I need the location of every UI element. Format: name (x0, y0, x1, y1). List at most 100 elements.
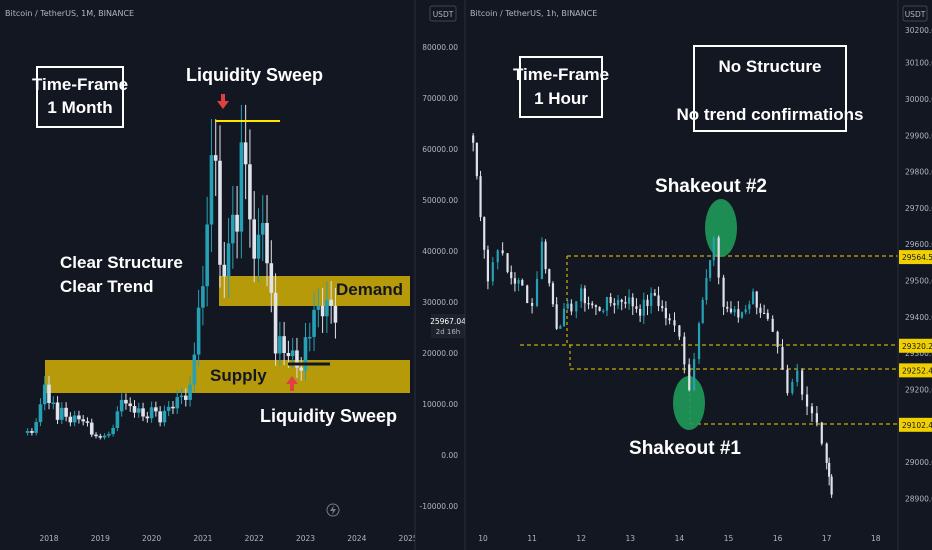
candle (815, 405, 818, 427)
candle (102, 433, 107, 440)
candle (307, 322, 312, 352)
candle (171, 401, 175, 414)
candle (755, 290, 758, 315)
no-structure-line1: No Structure (719, 57, 822, 76)
candle (598, 306, 601, 312)
candle (609, 293, 612, 307)
right-price-ticks: 30100.00 30000.00 29900.00 29800.00 29700.00… (905, 59, 932, 504)
candle (786, 364, 789, 396)
liquidity-sweep-bottom-label: Liquidity Sweep (260, 406, 397, 426)
candle (820, 421, 823, 446)
candle (708, 259, 712, 282)
candle (273, 273, 278, 366)
candle (252, 191, 256, 283)
candle (248, 129, 252, 248)
candle (805, 386, 809, 416)
last-price-value: 25967.04 (430, 317, 466, 326)
right-timeframe-box (519, 56, 603, 118)
left-timeframe-line1: Time-Frame (32, 75, 128, 94)
right-timeframe-line2: 1 Hour (534, 89, 588, 108)
candle (299, 357, 304, 381)
candle (496, 249, 499, 270)
level-price-tag: 29564.52 (899, 250, 932, 265)
right-y-tick: 29600.00 (905, 240, 932, 249)
candle (712, 235, 715, 267)
level-price-tag: 29320.20 (899, 338, 932, 353)
candle (620, 298, 623, 311)
candle (570, 299, 573, 316)
left-x-tick: 2023 (296, 534, 315, 543)
candle (717, 235, 720, 285)
candle (701, 297, 704, 324)
left-candles (25, 104, 338, 440)
no-structure-box (693, 45, 847, 132)
candle (60, 402, 64, 425)
right-time-axis: 10 11 12 13 14 15 16 17 18 (478, 534, 881, 543)
left-timeframe-box (36, 66, 124, 128)
candle (551, 281, 555, 307)
candle (483, 216, 486, 259)
candle (25, 428, 30, 436)
candle (540, 237, 544, 280)
candle (64, 402, 68, 422)
candle (510, 265, 513, 285)
candle (653, 289, 656, 297)
candle (158, 406, 162, 427)
left-x-tick: 2019 (91, 534, 110, 543)
shakeout-2-label: Shakeout #2 (655, 176, 767, 197)
right-x-tick: 13 (626, 534, 636, 543)
candle (475, 142, 478, 180)
candle (162, 405, 167, 427)
candle (531, 298, 534, 314)
candle (77, 410, 81, 424)
candle (751, 288, 755, 305)
left-symbol-title: Bitcoin / TetherUS, 1M, BINANCE (5, 9, 134, 18)
candle (830, 474, 833, 498)
candle (544, 239, 547, 274)
candle (646, 294, 649, 316)
candle (726, 301, 729, 313)
candle (639, 304, 642, 323)
candle (30, 428, 34, 436)
left-time-axis: 2018 2019 2020 2021 2022 2023 2024 2025 (39, 534, 417, 543)
candle (737, 301, 740, 323)
last-price-tag (431, 314, 465, 338)
candle (526, 284, 529, 304)
candle (801, 368, 804, 401)
shakeout-2-marker (705, 199, 737, 257)
left-y-tick: 70000.00 (422, 94, 458, 103)
candle (196, 289, 201, 367)
candle (491, 256, 494, 286)
candle (664, 301, 667, 326)
candle (566, 299, 569, 310)
left-y-tick: 80000.00 (422, 43, 458, 52)
candle (68, 412, 73, 427)
candle (825, 442, 828, 470)
left-x-tick: 2021 (193, 534, 212, 543)
candle (320, 287, 325, 333)
left-y-tick: 0.00 (441, 451, 458, 460)
candle (661, 300, 664, 312)
left-y-tick: 40000.00 (422, 247, 458, 256)
right-x-tick: 15 (724, 534, 734, 543)
demand-label: Demand (336, 280, 403, 299)
candle (683, 332, 686, 374)
candle (562, 302, 566, 327)
left-x-tick: 2024 (347, 534, 366, 543)
left-currency-badge[interactable] (429, 5, 457, 22)
left-y-tick: 30000.00 (422, 298, 458, 307)
candle (688, 358, 691, 392)
left-y-tick: 20000.00 (422, 349, 458, 358)
right-currency-badge[interactable] (902, 5, 928, 22)
candle (34, 418, 38, 436)
right-x-tick: 10 (478, 534, 488, 543)
right-y-tick: 30100.00 (905, 59, 932, 68)
right-y-tick: 28900.00 (905, 494, 932, 503)
right-y-tick: 29800.00 (905, 168, 932, 177)
candle (472, 133, 475, 152)
candle (594, 304, 598, 316)
right-y-tick: 29200.00 (905, 385, 932, 394)
left-x-tick: 2025 (399, 534, 418, 543)
level-price-text: 29252.45 (902, 366, 932, 375)
